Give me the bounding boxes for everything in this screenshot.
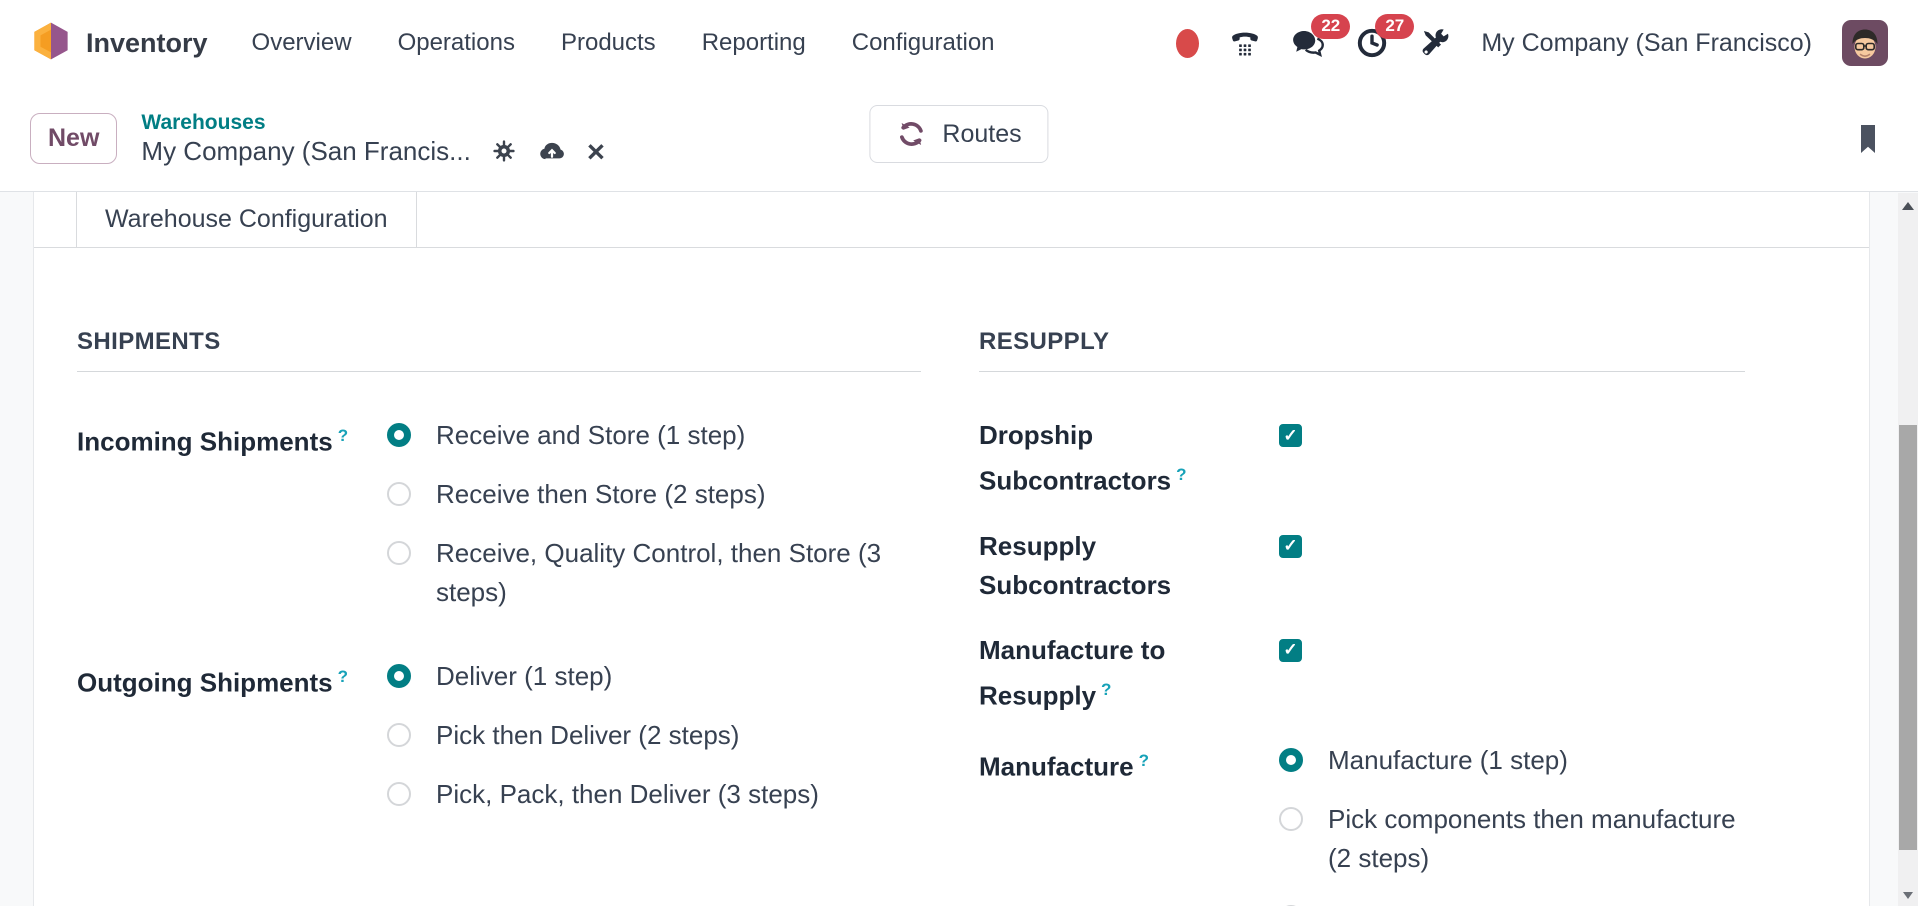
gear-icon[interactable] [491,138,517,164]
outgoing-shipments-label: Outgoing Shipments? [77,667,349,698]
radio-receive-and-store-1-step[interactable]: Receive and Store (1 step) [387,416,921,455]
activity-count-badge: 27 [1375,14,1415,39]
radio-icon[interactable] [1279,748,1303,773]
manufacture-field: Manufacture? Manufacture (1 step) Pick c… [979,741,1745,906]
app-menu-toggle[interactable]: Inventory [30,20,208,67]
radio-icon[interactable] [387,664,411,688]
radio-icon[interactable] [387,723,411,747]
radio-icon[interactable] [1279,807,1303,832]
manufacture-to-resupply-label: Manufacture to Resupply? [979,634,1166,711]
activities-icon[interactable]: 27 [1355,14,1415,60]
dropship-subcontractors-label: Dropship Subcontractors? [979,420,1187,496]
incoming-shipments-field: Incoming Shipments? Receive and Store (1… [77,416,921,612]
routes-button[interactable]: Routes [869,105,1049,163]
resupply-subcontractors-label: Resupply Subcontractors [979,530,1172,600]
tab-warehouse-configuration[interactable]: Warehouse Configuration [76,192,417,247]
help-icon[interactable]: ? [337,667,349,686]
shipments-group: SHIPMENTS Incoming Shipments? Receive an… [77,328,921,906]
radio-receive-qc-then-store-3-steps[interactable]: Receive, Quality Control, then Store (3 … [387,534,921,612]
menu-products[interactable]: Products [560,29,656,56]
shipments-title: SHIPMENTS [77,328,921,372]
message-count-badge: 22 [1311,14,1351,39]
breadcrumb-current-record: My Company (San Francis... [141,135,471,166]
messages-icon[interactable]: 22 [1291,14,1351,60]
vertical-scrollbar[interactable] [1898,193,1918,906]
content-area: Warehouse Configuration SHIPMENTS Incomi… [0,191,1918,906]
resupply-subcontractors-checkbox[interactable] [1279,534,1302,558]
main-menu: Overview Operations Products Reporting C… [250,25,997,61]
softphone-icon[interactable] [1229,27,1261,59]
radio-receive-then-store-2-steps[interactable]: Receive then Store (2 steps) [387,475,921,514]
manufacture-to-resupply-checkbox[interactable] [1279,638,1302,662]
help-icon[interactable]: ? [1138,751,1149,771]
menu-overview[interactable]: Overview [251,29,352,56]
company-switcher[interactable]: My Company (San Francisco) [1481,28,1812,57]
record-icon[interactable] [1176,28,1200,58]
control-panel: New Warehouses My Company (San Francis..… [0,86,1918,191]
radio-pick-components-then-manufacture[interactable]: Pick components then manufacture (2 step… [1279,800,1745,878]
dropship-subcontractors-checkbox[interactable] [1279,424,1302,447]
help-icon[interactable]: ? [1176,465,1187,484]
form-sheet: Warehouse Configuration SHIPMENTS Incomi… [33,192,1870,906]
avatar[interactable] [1842,20,1888,66]
radio-manufacture-1-step[interactable]: Manufacture (1 step) [1279,741,1745,780]
radio-pick-pack-then-deliver-3-steps[interactable]: Pick, Pack, then Deliver (3 steps) [387,775,819,814]
discard-icon[interactable]: × [586,133,605,169]
radio-icon[interactable] [387,423,411,447]
new-button[interactable]: New [30,113,118,164]
incoming-shipments-label: Incoming Shipments? [77,426,349,457]
top-navbar: Inventory Overview Operations Products R… [0,0,1918,86]
radio-deliver-1-step[interactable]: Deliver (1 step) [387,657,819,696]
scrollbar-thumb[interactable] [1899,425,1917,850]
scroll-up-arrow[interactable] [1898,199,1918,213]
app-name: Inventory [86,27,208,58]
debug-tools-icon[interactable] [1419,27,1451,59]
menu-operations[interactable]: Operations [397,29,515,56]
resupply-title: RESUPPLY [979,328,1745,372]
radio-icon[interactable] [387,782,411,806]
inventory-app-icon [30,20,72,67]
tab-lead-spacer [34,192,76,247]
scroll-down-arrow[interactable] [1898,888,1918,902]
radio-icon[interactable] [387,541,411,565]
menu-configuration[interactable]: Configuration [851,29,995,56]
outgoing-shipments-field: Outgoing Shipments? Deliver (1 step) Pic… [77,657,921,814]
radio-icon[interactable] [387,482,411,506]
cloud-upload-icon[interactable] [537,136,567,166]
bookmark-icon[interactable] [1854,122,1882,156]
breadcrumb: Warehouses My Company (San Francis... [141,111,605,167]
systray: 22 27 My Company (San Francisco) [1176,14,1888,66]
radio-pick-then-deliver-2-steps[interactable]: Pick then Deliver (2 steps) [387,716,819,755]
routes-button-label: Routes [942,119,1022,148]
menu-reporting[interactable]: Reporting [701,29,806,56]
radio-pick-components-manufacture-then-store[interactable]: Pick components, manufacture, then store [1279,898,1745,906]
resupply-subcontractors-field: Resupply Subcontractors [979,527,1745,605]
sync-routes-icon [896,119,926,149]
manufacture-label: Manufacture? [979,751,1149,782]
warehouse-form: SHIPMENTS Incoming Shipments? Receive an… [34,248,1869,906]
resupply-group: RESUPPLY Dropship Subcontractors? Resupp… [979,328,1745,906]
notebook-tabs: Warehouse Configuration [34,192,1869,248]
breadcrumb-warehouses-link[interactable]: Warehouses [141,110,266,134]
help-icon[interactable]: ? [337,426,349,445]
manufacture-to-resupply-field: Manufacture to Resupply? [979,631,1745,716]
help-icon[interactable]: ? [1101,679,1112,699]
dropship-subcontractors-field: Dropship Subcontractors? [979,416,1745,501]
